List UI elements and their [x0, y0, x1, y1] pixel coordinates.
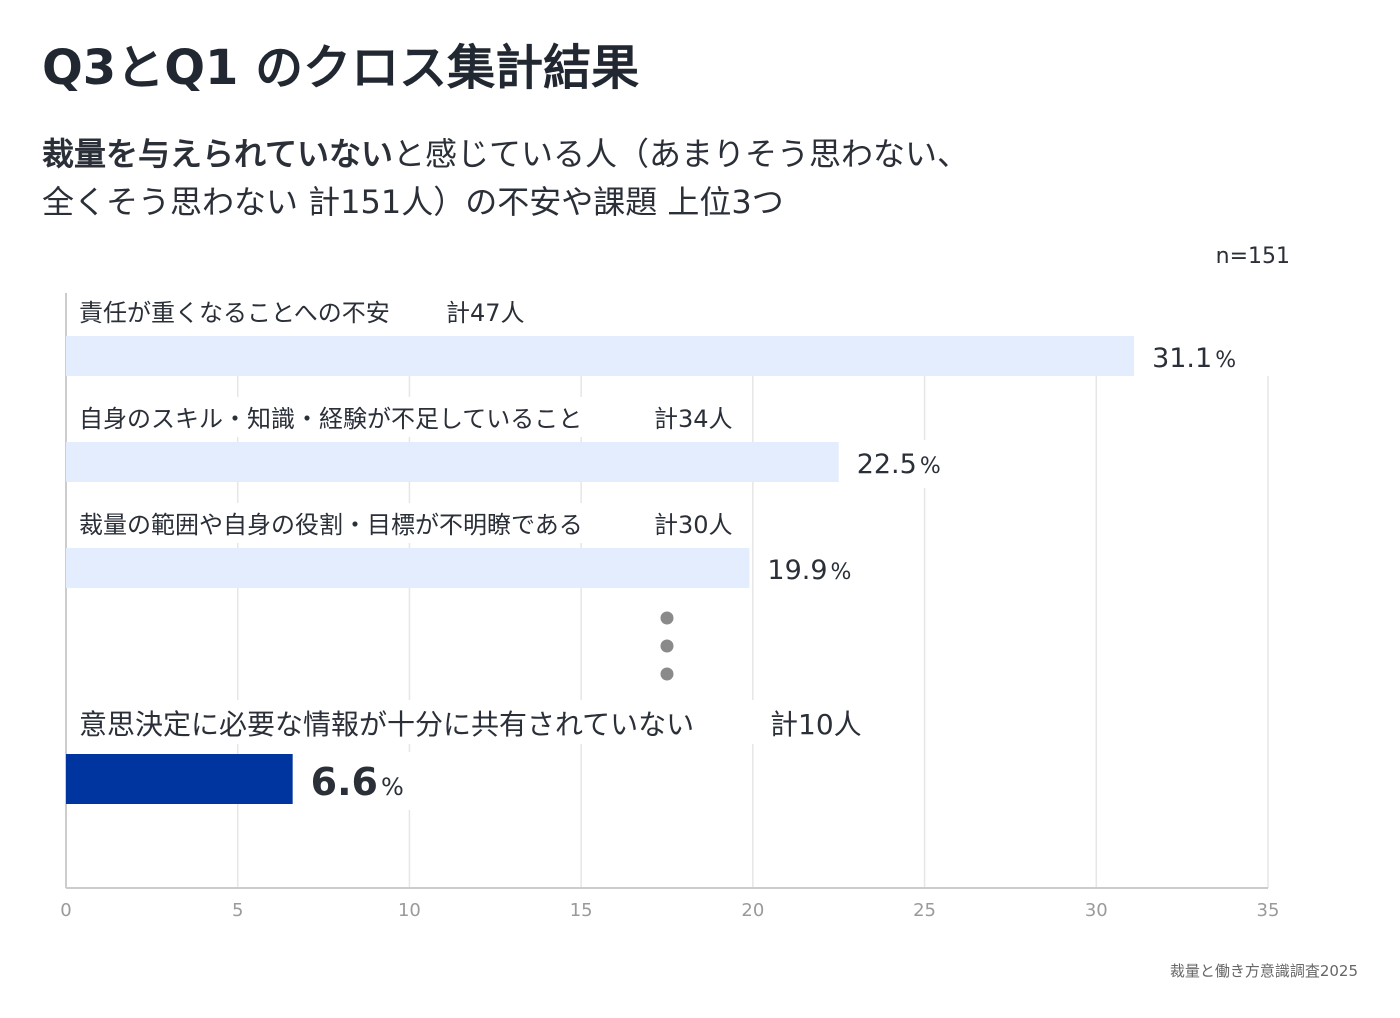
- ellipsis-dot: [660, 639, 674, 653]
- value-label-bg: [850, 440, 950, 488]
- count-label: 計30人: [654, 511, 733, 539]
- chart-subtitle: 裁量を与えられていないと感じている人（あまりそう思わない、 全くそう思わない 計…: [42, 130, 1342, 226]
- value-unit: %: [381, 773, 404, 801]
- value-unit: %: [1215, 348, 1236, 373]
- ellipsis-dot: [660, 611, 674, 625]
- ellipsis-dot: [660, 667, 674, 681]
- value-label-bg: [1146, 334, 1246, 382]
- count-label: 計47人: [446, 299, 525, 327]
- category-label: 裁量の範囲や自身の役割・目標が不明瞭である: [79, 511, 583, 539]
- value-unit: %: [920, 454, 941, 479]
- category-label-bg: [70, 503, 743, 543]
- value-label: 6.6: [311, 760, 378, 804]
- x-tick-label: 20: [741, 900, 764, 921]
- subtitle-line1-rest: と感じている人（あまりそう思わない、: [393, 135, 970, 173]
- x-tick-label: 25: [913, 900, 936, 921]
- bar: [66, 548, 750, 588]
- subtitle-bold-part: 裁量を与えられていない: [42, 135, 394, 173]
- subtitle-line2: 全くそう思わない 計151人）の不安や課題 上位3つ: [42, 183, 784, 221]
- x-tick-label: 35: [1257, 900, 1280, 921]
- bar: [66, 442, 839, 482]
- value-label-bg: [761, 546, 861, 594]
- x-tick-label: 15: [570, 900, 593, 921]
- chart-title: Q3とQ1 のクロス集計結果: [42, 40, 640, 96]
- category-label-bg: [70, 397, 743, 437]
- x-tick-label: 30: [1085, 900, 1108, 921]
- x-tick-label: 0: [60, 900, 71, 921]
- value-unit: %: [831, 560, 852, 585]
- source-footer: 裁量と働き方意識調査2025: [1169, 962, 1358, 980]
- value-label: 31.1: [1152, 343, 1212, 374]
- sample-size-label: n=151: [1215, 244, 1290, 269]
- value-label: 19.9: [767, 555, 827, 586]
- category-label: 自身のスキル・知識・経験が不足していること: [79, 405, 582, 433]
- count-label: 計10人: [770, 708, 862, 741]
- x-tick-label: 10: [398, 900, 421, 921]
- x-tick-label: 5: [232, 900, 243, 921]
- category-label-bg: [70, 700, 872, 744]
- category-label: 意思決定に必要な情報が十分に共有されていない: [79, 708, 694, 741]
- bar: [66, 336, 1135, 376]
- category-label: 責任が重くなることへの不安: [79, 299, 390, 327]
- value-label: 22.5: [857, 449, 917, 480]
- value-label-bg: [304, 752, 413, 810]
- count-label: 計34人: [654, 405, 733, 433]
- bar: [66, 754, 293, 804]
- category-label-bg: [70, 291, 535, 331]
